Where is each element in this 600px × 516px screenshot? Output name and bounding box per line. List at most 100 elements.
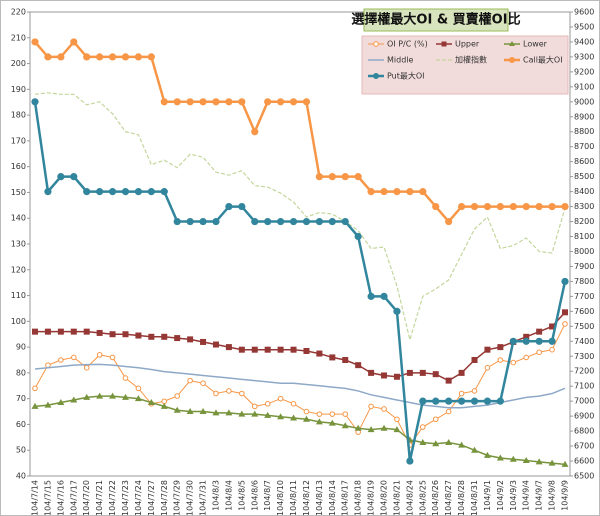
marker <box>535 458 543 465</box>
marker <box>134 53 143 61</box>
legend-label: OI P/C (%) <box>387 40 428 49</box>
x-tick-label: 104/8/21 <box>392 480 401 516</box>
marker <box>549 346 555 353</box>
marker <box>96 329 103 336</box>
marker <box>484 364 491 371</box>
marker <box>367 188 375 196</box>
y2-tick-label: 9300 <box>574 52 594 61</box>
marker <box>536 349 542 356</box>
marker <box>238 346 245 353</box>
marker <box>458 369 465 376</box>
y-tick-label: 80 <box>16 368 26 377</box>
legend-label: Upper <box>455 40 480 49</box>
y-tick-label: 180 <box>11 111 26 120</box>
marker <box>548 459 556 466</box>
marker <box>536 328 543 335</box>
marker <box>445 377 452 384</box>
marker <box>342 411 349 417</box>
y2-tick-label: 9200 <box>574 67 594 76</box>
marker <box>200 338 207 345</box>
y2-tick-label: 8300 <box>574 202 594 211</box>
marker <box>315 173 323 181</box>
marker <box>496 454 504 461</box>
marker <box>497 357 504 363</box>
marker <box>121 393 129 400</box>
x-tick-label: 104/8/17 <box>341 480 350 516</box>
x-tick-label: 104/7/23 <box>121 480 130 516</box>
marker <box>509 337 517 345</box>
marker <box>303 347 310 354</box>
marker <box>57 328 64 335</box>
marker <box>277 217 285 226</box>
marker <box>238 410 246 417</box>
y2-tick-label: 9000 <box>574 97 594 106</box>
marker <box>470 202 479 211</box>
marker <box>289 98 298 106</box>
marker <box>445 438 453 445</box>
marker <box>121 53 130 61</box>
marker <box>509 202 517 211</box>
marker <box>420 424 426 430</box>
marker <box>70 354 77 361</box>
marker <box>83 364 90 371</box>
marker <box>290 401 297 407</box>
marker <box>238 202 246 211</box>
marker <box>83 393 91 400</box>
y2-tick-label: 8400 <box>574 187 594 196</box>
x-tick-label: 104/8/6 <box>250 480 259 511</box>
x-tick-label: 104/8/11 <box>289 480 298 516</box>
x-tick-label: 104/7/29 <box>173 480 182 516</box>
marker <box>328 173 336 181</box>
marker <box>367 426 375 433</box>
y2-tick-label: 6900 <box>574 412 594 421</box>
marker <box>147 188 155 196</box>
y2-tick-label: 6800 <box>574 427 594 436</box>
y2-tick-label: 6500 <box>574 472 594 481</box>
x-tick-label: 104/9/7 <box>535 480 544 511</box>
marker <box>226 388 232 394</box>
marker <box>108 53 117 61</box>
x-tick-label: 104/9/3 <box>509 480 518 511</box>
marker <box>289 217 298 226</box>
y2-tick-label: 8000 <box>574 247 594 256</box>
marker <box>251 128 259 136</box>
x-tick-label: 104/8/20 <box>380 480 389 516</box>
marker <box>329 354 336 361</box>
marker <box>523 333 530 340</box>
legend-marker <box>509 57 515 63</box>
y-tick-label: 190 <box>11 85 26 94</box>
marker <box>96 392 104 399</box>
x-tick-label: 104/8/25 <box>418 480 427 516</box>
marker <box>277 395 284 402</box>
marker <box>44 188 52 196</box>
marker <box>471 446 479 453</box>
y2-tick-label: 7700 <box>574 292 594 301</box>
x-tick-label: 104/7/17 <box>69 480 78 516</box>
x-tick-label: 104/9/9 <box>561 480 570 511</box>
marker <box>316 350 323 357</box>
marker <box>471 357 478 363</box>
legend-marker <box>509 41 515 46</box>
marker <box>160 402 168 409</box>
marker <box>108 188 117 196</box>
marker <box>381 406 387 412</box>
marker <box>174 393 180 399</box>
marker <box>44 401 52 408</box>
marker <box>354 173 362 181</box>
marker <box>561 460 569 467</box>
marker <box>419 438 427 445</box>
x-tick-label: 104/7/21 <box>95 480 104 516</box>
marker <box>264 346 271 353</box>
marker <box>70 173 78 181</box>
y2-tick-label: 8100 <box>574 232 594 241</box>
series-line <box>34 363 566 409</box>
x-tick-label: 104/9/8 <box>548 480 557 511</box>
y2-tick-label: 8700 <box>574 142 594 151</box>
marker <box>277 98 285 106</box>
x-tick-label: 104/7/20 <box>82 480 91 516</box>
marker <box>212 98 220 106</box>
y2-tick-label: 9100 <box>574 82 594 91</box>
marker <box>57 173 65 181</box>
x-tick-label: 104/9/2 <box>496 480 505 511</box>
marker <box>341 173 349 181</box>
